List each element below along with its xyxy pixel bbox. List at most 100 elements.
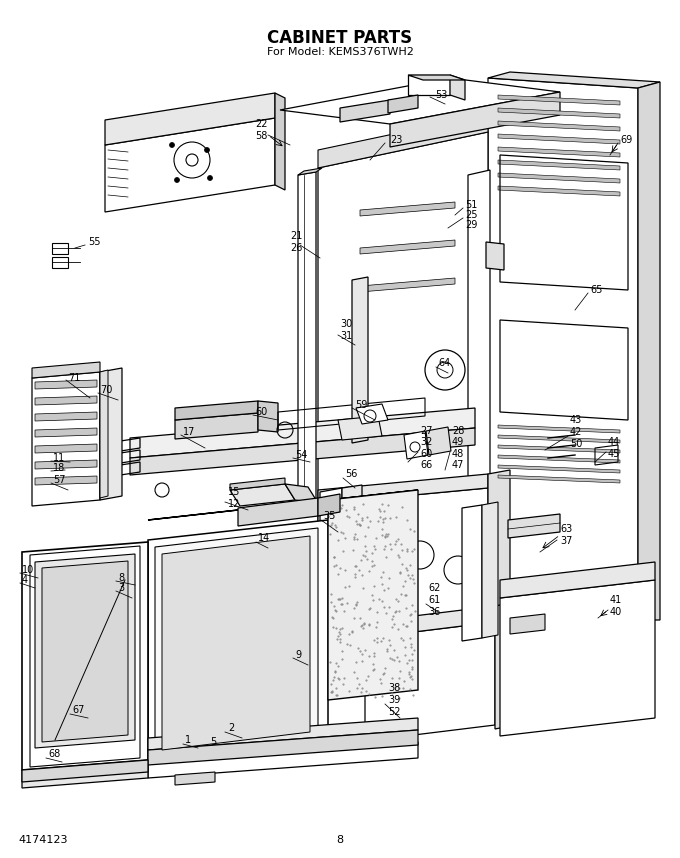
- Polygon shape: [340, 100, 390, 122]
- Polygon shape: [358, 407, 384, 419]
- Polygon shape: [155, 528, 318, 757]
- Polygon shape: [35, 554, 135, 748]
- Polygon shape: [35, 428, 97, 437]
- Circle shape: [207, 176, 212, 180]
- Text: 55: 55: [88, 237, 101, 247]
- Circle shape: [205, 148, 209, 153]
- Polygon shape: [105, 118, 275, 212]
- Polygon shape: [318, 132, 488, 590]
- Polygon shape: [32, 362, 100, 378]
- Polygon shape: [498, 134, 620, 144]
- Polygon shape: [498, 465, 620, 473]
- Polygon shape: [508, 514, 560, 538]
- Polygon shape: [360, 278, 455, 292]
- Polygon shape: [42, 561, 128, 742]
- Polygon shape: [498, 173, 620, 183]
- Text: 59: 59: [355, 400, 367, 410]
- Polygon shape: [22, 760, 148, 782]
- Polygon shape: [500, 562, 655, 598]
- Polygon shape: [230, 478, 285, 490]
- Text: 8: 8: [337, 835, 343, 845]
- Polygon shape: [105, 93, 275, 145]
- Text: 69: 69: [620, 135, 632, 145]
- Polygon shape: [298, 168, 322, 175]
- Polygon shape: [356, 404, 388, 424]
- Text: 10: 10: [22, 565, 34, 575]
- Polygon shape: [318, 474, 488, 504]
- Polygon shape: [35, 396, 97, 405]
- Text: 1: 1: [185, 735, 191, 745]
- Text: 27
32
60
66: 27 32 60 66: [420, 426, 432, 470]
- Text: 5: 5: [210, 737, 216, 747]
- Polygon shape: [100, 368, 122, 500]
- Text: 68: 68: [48, 749, 61, 759]
- Polygon shape: [285, 484, 318, 503]
- Circle shape: [175, 178, 180, 183]
- Polygon shape: [230, 484, 295, 506]
- Polygon shape: [360, 240, 455, 254]
- Text: 65: 65: [590, 285, 602, 295]
- Polygon shape: [498, 435, 620, 443]
- Polygon shape: [328, 490, 418, 700]
- Text: 28
49
48
47: 28 49 48 47: [452, 426, 464, 470]
- Text: 41
40: 41 40: [610, 595, 622, 617]
- Text: 57: 57: [53, 475, 65, 485]
- Polygon shape: [320, 488, 342, 644]
- Polygon shape: [360, 202, 455, 216]
- Text: 38
39
52: 38 39 52: [388, 684, 401, 716]
- Polygon shape: [162, 536, 310, 750]
- Polygon shape: [342, 485, 362, 641]
- Text: 2: 2: [228, 723, 234, 733]
- Text: For Model: KEMS376TWH2: For Model: KEMS376TWH2: [267, 47, 413, 57]
- Text: 53: 53: [435, 90, 447, 100]
- Text: 60: 60: [255, 407, 267, 417]
- Polygon shape: [32, 372, 100, 506]
- Polygon shape: [498, 186, 620, 196]
- Polygon shape: [275, 93, 285, 190]
- Text: 21
26: 21 26: [290, 231, 303, 253]
- Text: 15
12: 15 12: [228, 487, 240, 509]
- Polygon shape: [486, 242, 504, 270]
- Polygon shape: [22, 760, 148, 788]
- Text: 3: 3: [118, 583, 124, 593]
- Polygon shape: [488, 78, 638, 620]
- Text: 35: 35: [323, 511, 335, 521]
- Polygon shape: [175, 413, 258, 439]
- Polygon shape: [35, 444, 97, 453]
- Polygon shape: [35, 460, 97, 469]
- Text: 30
31: 30 31: [340, 319, 352, 341]
- Text: CABINET PARTS: CABINET PARTS: [267, 29, 413, 47]
- Text: 43
42
50: 43 42 50: [570, 415, 582, 449]
- Polygon shape: [468, 170, 490, 540]
- Text: 4: 4: [22, 575, 28, 585]
- Polygon shape: [426, 427, 451, 455]
- Polygon shape: [352, 277, 368, 443]
- Circle shape: [169, 142, 175, 148]
- Text: 63
37: 63 37: [560, 524, 573, 546]
- Polygon shape: [390, 92, 560, 147]
- Polygon shape: [482, 502, 498, 638]
- Text: 62
61
36: 62 61 36: [428, 583, 441, 617]
- Polygon shape: [450, 75, 465, 100]
- Text: 11: 11: [53, 453, 65, 463]
- Text: 71: 71: [68, 373, 80, 383]
- Polygon shape: [100, 370, 108, 498]
- Polygon shape: [35, 412, 97, 421]
- Polygon shape: [498, 147, 620, 157]
- Polygon shape: [148, 718, 418, 750]
- Polygon shape: [148, 520, 328, 760]
- Polygon shape: [498, 425, 620, 433]
- Polygon shape: [498, 160, 620, 170]
- Polygon shape: [495, 602, 515, 729]
- Polygon shape: [318, 494, 340, 516]
- Polygon shape: [404, 431, 428, 459]
- Text: 23: 23: [390, 135, 403, 145]
- Polygon shape: [365, 606, 495, 638]
- Polygon shape: [258, 401, 278, 432]
- Text: 18: 18: [53, 463, 65, 473]
- Polygon shape: [35, 476, 97, 485]
- Text: 17: 17: [183, 427, 195, 437]
- Polygon shape: [148, 742, 418, 778]
- Polygon shape: [365, 622, 495, 741]
- Text: 8: 8: [118, 573, 124, 583]
